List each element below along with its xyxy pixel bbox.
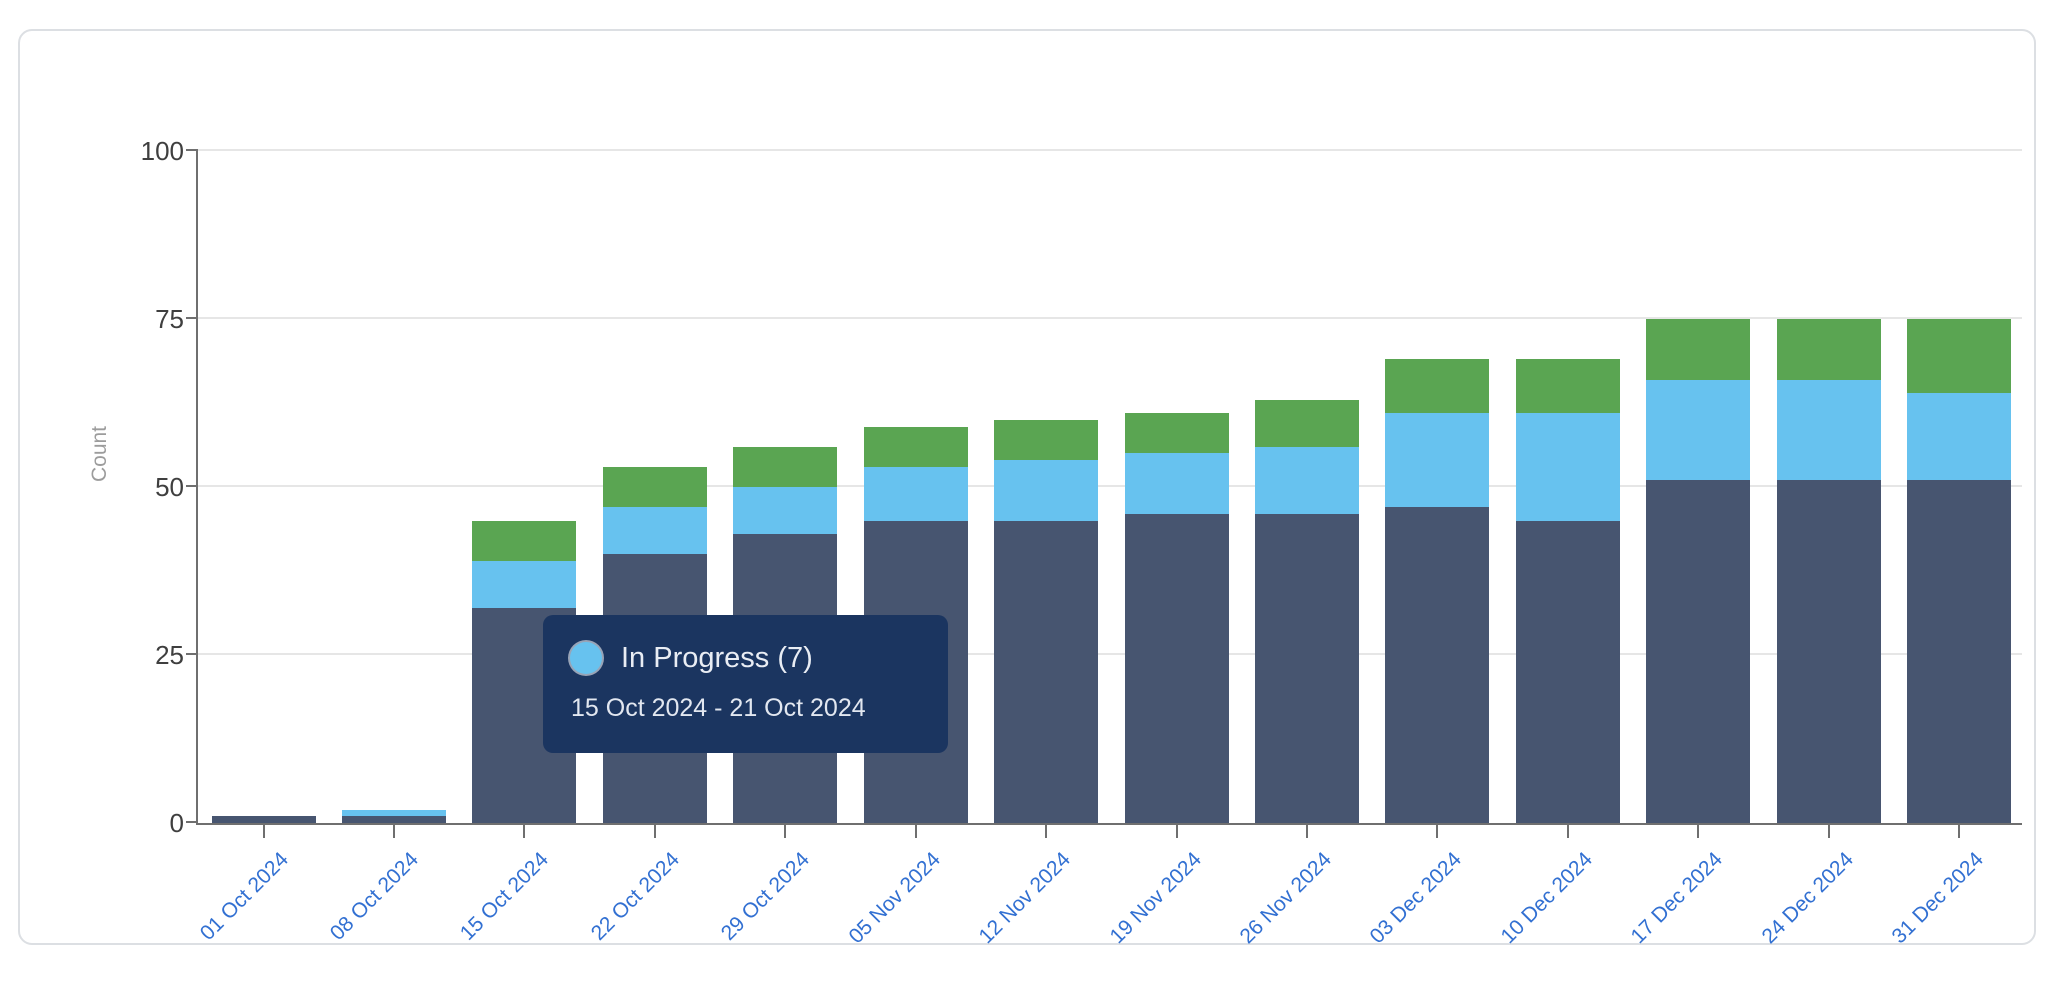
x-axis-tick	[1958, 825, 1961, 838]
bar-segment-bottom-navy[interactable]	[1385, 507, 1490, 823]
page: 0 25 50 75 100 01 Oct 2024 08 Oct 2024 15 Oct 2…	[18, 29, 2036, 949]
bar-segment-middle-blue[interactable]	[1254, 446, 1359, 514]
y-axis-tick	[186, 149, 198, 151]
y-axis-tick-label: 100	[140, 136, 184, 166]
bar-segment-top-green[interactable]	[1515, 359, 1620, 414]
bar-segment-middle-blue[interactable]	[1646, 379, 1751, 481]
y-axis-tick	[186, 485, 198, 487]
x-axis-tick	[784, 825, 787, 838]
bar-segment-top-green[interactable]	[1646, 319, 1751, 380]
bar-segment-top-green[interactable]	[472, 520, 577, 561]
x-axis-line	[196, 823, 2022, 825]
gridline	[198, 317, 2022, 319]
bar-segment-middle-blue[interactable]	[1385, 413, 1490, 508]
bar-segment-top-green[interactable]	[1124, 413, 1229, 454]
bar-segment-top-green[interactable]	[1385, 359, 1490, 414]
x-axis-tick	[1045, 825, 1048, 838]
y-axis-line	[196, 151, 198, 825]
x-axis-tick	[1305, 825, 1308, 838]
y-axis-tick-label: 0	[169, 808, 184, 838]
bar-segment-bottom-navy[interactable]	[1776, 480, 1881, 823]
series-marker-icon	[570, 642, 602, 674]
y-axis-tick	[186, 821, 198, 823]
chart-tooltip: In Progress (7) 15 Oct 2024 - 21 Oct 202…	[543, 615, 948, 753]
bar-segment-bottom-navy[interactable]	[341, 816, 446, 823]
bar-segment-bottom-navy[interactable]	[1907, 480, 2012, 823]
bar-segment-top-green[interactable]	[994, 419, 1099, 461]
bar-segment-top-green[interactable]	[1907, 319, 2012, 393]
bar-segment-middle-blue[interactable]	[1907, 392, 2012, 481]
bar-segment-bottom-navy[interactable]	[1124, 513, 1229, 823]
y-axis-tick	[186, 653, 198, 655]
gridline	[198, 653, 2022, 655]
x-axis-tick	[1436, 825, 1439, 838]
tooltip-date-range: 15 Oct 2024 - 21 Oct 2024	[571, 694, 866, 722]
bar-segment-middle-blue[interactable]	[733, 487, 838, 534]
x-axis-tick	[1697, 825, 1700, 838]
bar-segment-middle-blue[interactable]	[863, 466, 968, 521]
x-axis-tick	[523, 825, 526, 838]
bar-segment-bottom-navy[interactable]	[1646, 480, 1751, 823]
bar-segment-middle-blue[interactable]	[602, 507, 707, 555]
y-axis-tick-label: 50	[155, 472, 184, 502]
y-axis-title: Count	[88, 425, 111, 483]
bar-segment-middle-blue[interactable]	[1124, 453, 1229, 514]
bar-segment-bottom-navy[interactable]	[994, 520, 1099, 823]
x-axis-tick	[914, 825, 917, 838]
bar-segment-middle-blue[interactable]	[341, 809, 446, 817]
x-axis-tick	[653, 825, 656, 838]
bar-segment-top-green[interactable]	[863, 426, 968, 467]
y-axis-tick-label: 75	[155, 304, 184, 334]
bar-segment-top-green[interactable]	[602, 466, 707, 508]
bar-segment-middle-blue[interactable]	[994, 460, 1099, 521]
bar-segment-top-green[interactable]	[733, 446, 838, 487]
bar-segment-middle-blue[interactable]	[472, 560, 577, 608]
tooltip-series-label: In Progress (7)	[621, 642, 813, 674]
y-axis-tick-label: 25	[155, 640, 184, 670]
x-axis-tick	[392, 825, 395, 838]
bar-segment-top-green[interactable]	[1254, 399, 1359, 447]
x-axis-tick	[1827, 825, 1830, 838]
bar-segment-bottom-navy[interactable]	[1254, 513, 1359, 823]
bar-segment-bottom-navy[interactable]	[211, 816, 316, 823]
bar-segment-middle-blue[interactable]	[1515, 413, 1620, 521]
stacked-bar-chart: 0 25 50 75 100 01 Oct 2024 08 Oct 2024 15 Oct 2…	[20, 31, 2034, 948]
gridline	[198, 149, 2022, 151]
chart-card: 0 25 50 75 100 01 Oct 2024 08 Oct 2024 15 Oct 2…	[18, 29, 2036, 948]
x-axis-tick	[1566, 825, 1569, 838]
bar-segment-top-green[interactable]	[1776, 319, 1881, 380]
gridline	[198, 485, 2022, 487]
tooltip-header: In Progress (7)	[570, 640, 924, 676]
bar-segment-bottom-navy[interactable]	[1515, 520, 1620, 823]
x-axis-tick	[1175, 825, 1178, 838]
bar-segment-middle-blue[interactable]	[1776, 379, 1881, 481]
y-axis-tick	[186, 317, 198, 319]
x-axis-tick	[262, 825, 265, 838]
